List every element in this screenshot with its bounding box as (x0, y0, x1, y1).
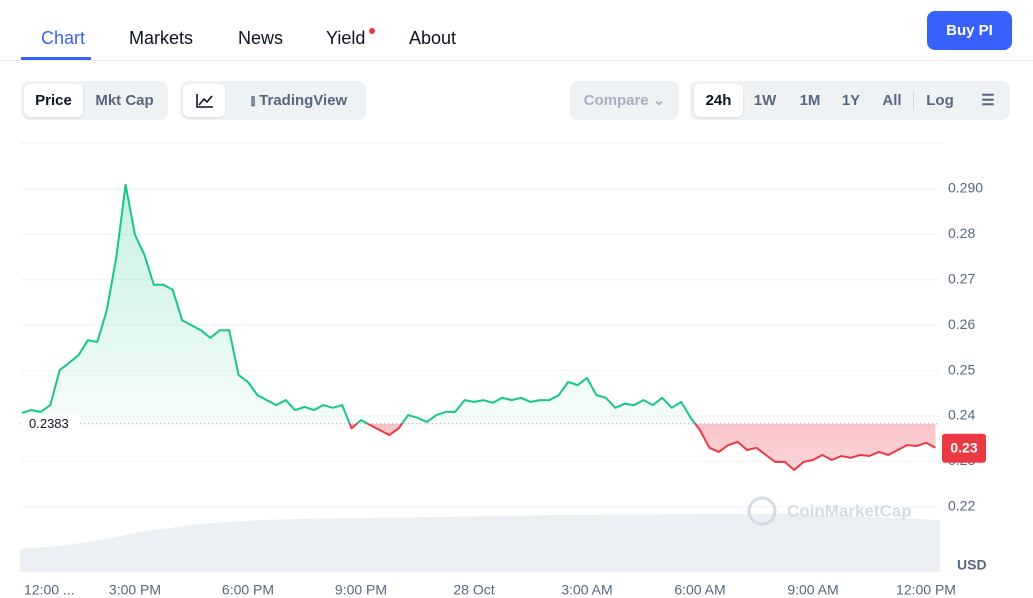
watermark-text: CoinMarketCap (787, 501, 912, 520)
candle-icon: ⫾ (250, 92, 260, 108)
watermark: CoinMarketCap (747, 496, 912, 526)
range-button[interactable]: 1W (753, 92, 777, 109)
x-tick-label: 6:00 AM (674, 582, 725, 598)
x-tick-label: 3:00 AM (561, 582, 612, 598)
settings-button[interactable]: ☰ (981, 92, 995, 109)
buy-button[interactable]: Buy PI (927, 11, 1012, 50)
y-tick-label: 0.27 (948, 271, 975, 287)
current-price-label: 0.23 (950, 439, 977, 455)
x-tick-label: 9:00 AM (787, 582, 838, 598)
range-button[interactable]: 1M (799, 92, 821, 109)
y-tick-label: 0.25 (948, 361, 975, 377)
x-tick-label: 28 Oct (453, 582, 494, 598)
x-tick-label: 3:00 PM (109, 582, 161, 598)
log-button[interactable]: Log (926, 92, 954, 109)
volume-area (20, 514, 940, 572)
mktcap-button[interactable]: Mkt Cap (95, 92, 154, 109)
range-button[interactable]: 24h (694, 84, 743, 117)
nav-tab[interactable]: Yield (326, 28, 366, 48)
range-toggle: 24h 1W 1M 1Y All Log ☰ (690, 81, 1010, 120)
x-tick-label: 12:00 PM (896, 582, 956, 598)
baseline-label-bg (22, 414, 80, 433)
metric-toggle: Price Mkt Cap (21, 81, 168, 120)
range-button[interactable]: All (882, 92, 902, 109)
tradingview-label: TradingView (259, 92, 348, 109)
y-tick-label: 0.290 (948, 180, 983, 196)
x-tick-label: 9:00 PM (335, 582, 387, 598)
nav-tab[interactable]: Markets (129, 28, 194, 48)
price-area (22, 184, 936, 470)
chart-style-toggle: ⫾ TradingView (180, 81, 366, 120)
line-icon (196, 94, 213, 108)
separator (913, 91, 914, 110)
x-tick-label: 6:00 PM (222, 582, 274, 598)
baseline-label: 0.2383 (29, 416, 69, 431)
divider (0, 60, 1033, 61)
price-button[interactable]: Price (24, 84, 83, 117)
y-tick-label: 0.28 (948, 225, 975, 241)
current-price-badge (942, 433, 986, 463)
nav-tab[interactable]: News (238, 28, 284, 48)
y-tick-label: 0.22 (948, 498, 975, 514)
notification-dot (369, 28, 375, 34)
line-chart-button[interactable] (183, 84, 225, 117)
x-tick-label: 12:00 ... (24, 582, 75, 598)
nav-tab[interactable]: Chart (41, 28, 86, 48)
compare-dropdown[interactable]: Compare ⌄ (570, 81, 679, 120)
tradingview-button[interactable]: ⫾ TradingView (238, 84, 360, 117)
watermark-logo (747, 496, 777, 526)
nav-tab[interactable]: About (409, 28, 457, 48)
y-tick-label: 0.24 (948, 407, 975, 423)
price-line (21, 183, 936, 471)
y-unit: USD (957, 557, 987, 573)
active-tab-underline (21, 57, 91, 60)
compare-label[interactable]: Compare ⌄ (583, 92, 666, 109)
range-button[interactable]: 1Y (841, 92, 861, 109)
compare-text: Compare (583, 92, 649, 109)
y-tick-label: 0.26 (948, 316, 975, 332)
